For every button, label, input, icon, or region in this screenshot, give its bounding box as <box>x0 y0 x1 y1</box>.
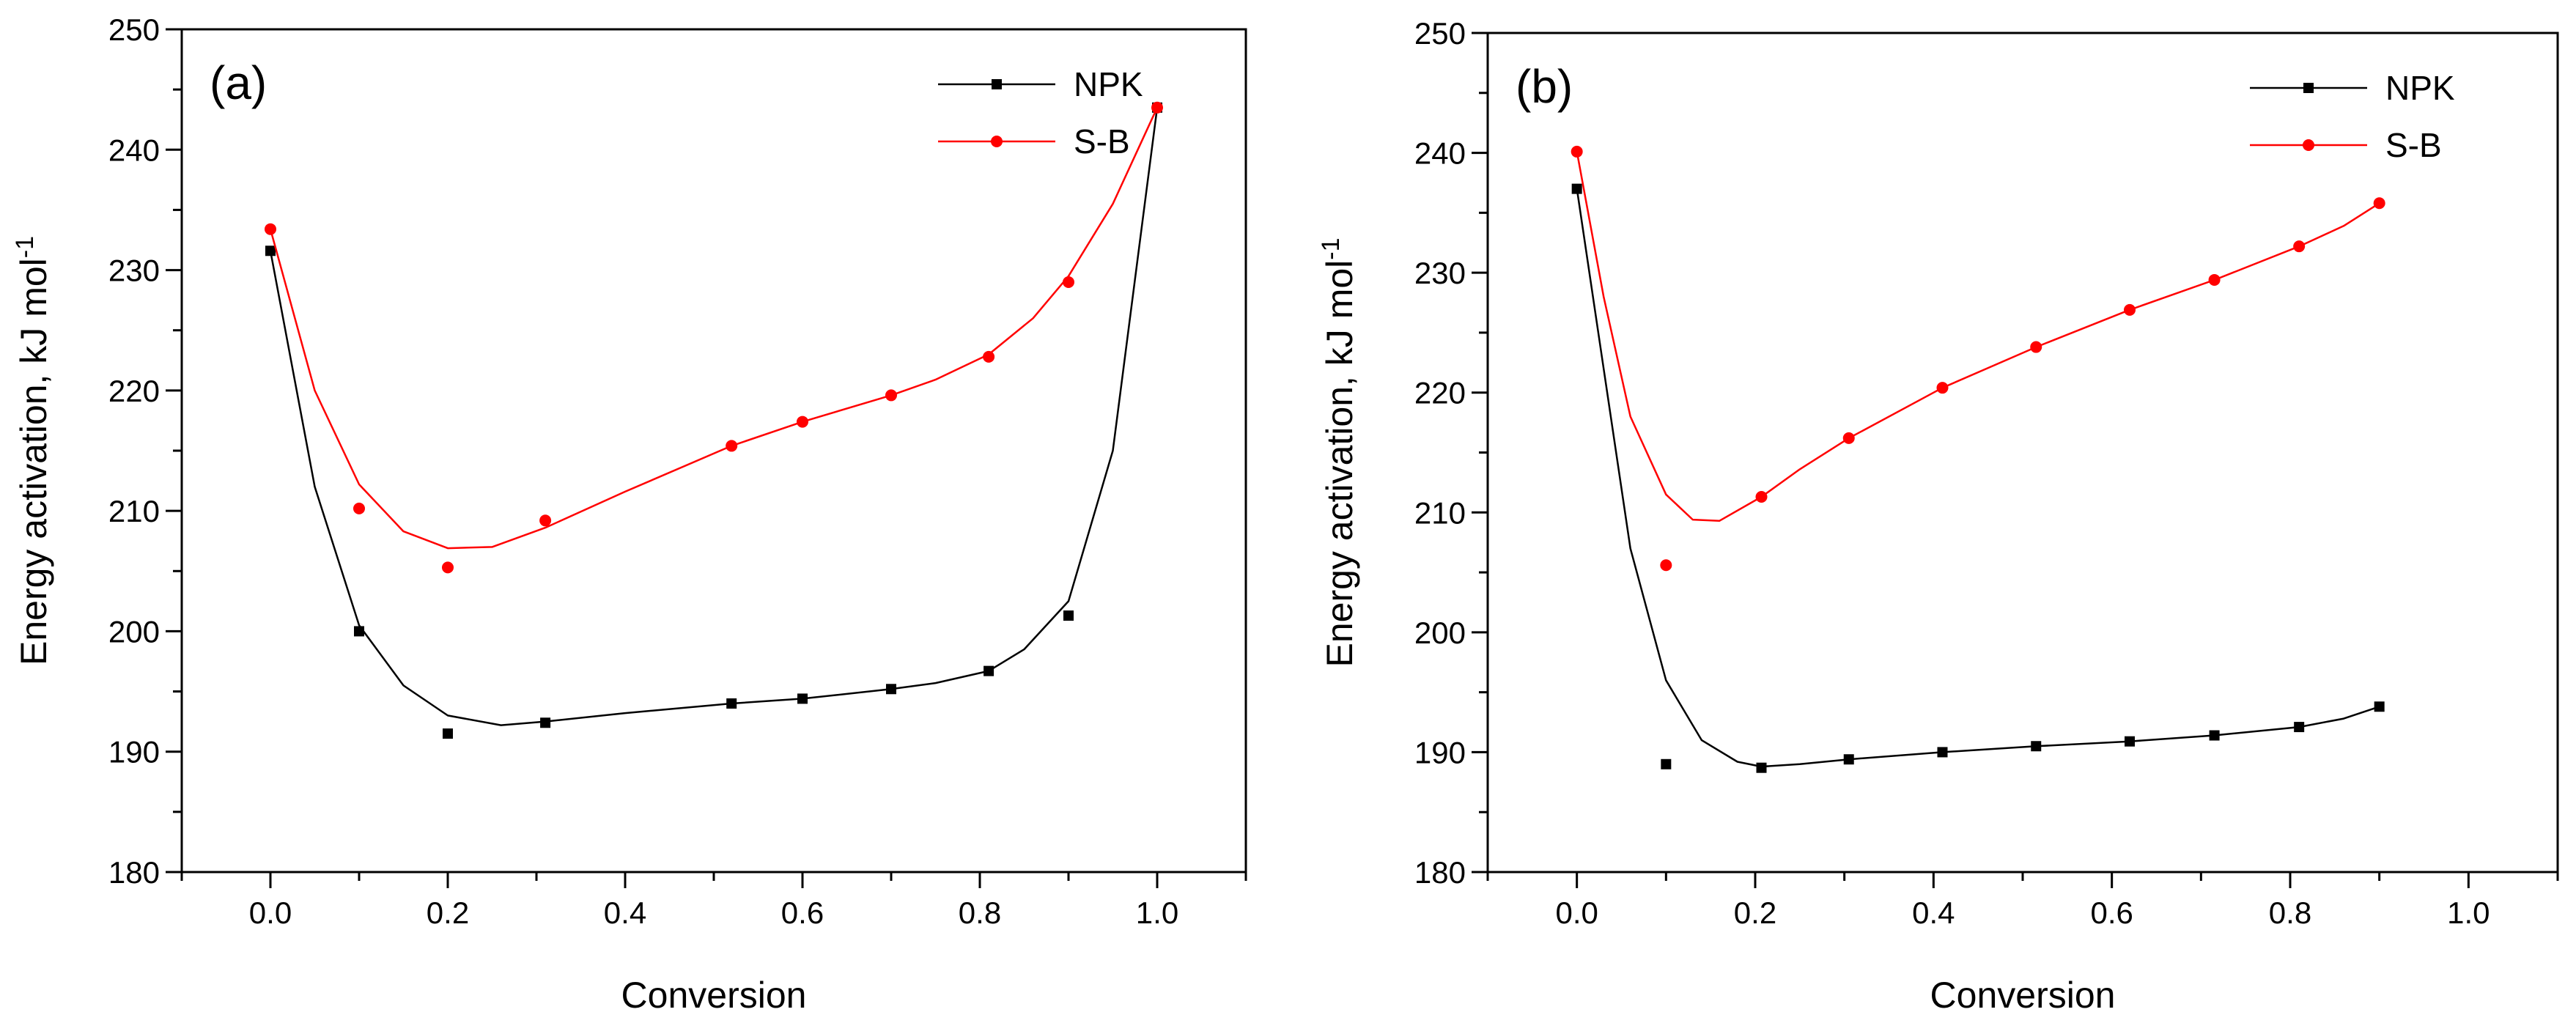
data-point-npk <box>540 717 551 728</box>
data-point-s-b <box>1151 101 1163 114</box>
data-point-npk <box>1063 610 1074 621</box>
legend-label-npk: NPK <box>1074 65 1143 103</box>
panel-label: (a) <box>210 56 267 109</box>
y-tick-label: 230 <box>1414 256 1466 290</box>
y-tick-label: 180 <box>108 855 160 890</box>
data-point-s-b <box>2373 197 2385 210</box>
data-point-s-b <box>2124 303 2136 316</box>
data-point-s-b <box>1842 432 1855 444</box>
y-tick-label: 200 <box>108 614 160 649</box>
series-line-s-b <box>1576 151 2380 522</box>
data-point-npk <box>797 693 808 704</box>
y-tick-label: 240 <box>1414 136 1466 171</box>
series-line-npk <box>1576 188 2380 768</box>
data-point-npk <box>2374 701 2385 712</box>
data-point-npk <box>1661 758 1672 769</box>
x-tick-label: 0.4 <box>1912 895 1955 930</box>
x-tick-label: 0.6 <box>2090 895 2133 930</box>
data-point-npk <box>354 626 364 637</box>
data-point-npk <box>1937 747 1948 758</box>
legend-label-npk: NPK <box>2385 69 2455 107</box>
chart-panel-a: 0.0 0.2 0.4 0.6 0.8 1.0 180 190 200 210 220 230 240 2… <box>11 12 1247 1016</box>
data-point-npk <box>265 245 276 256</box>
x-tick-label: 0.8 <box>959 895 1001 930</box>
data-point-s-b <box>1755 491 1768 503</box>
y-tick-label: 210 <box>1414 495 1466 530</box>
x-axis-title: Conversion <box>1930 975 2116 1016</box>
data-point-s-b <box>885 389 897 402</box>
data-point-npk <box>1756 762 1767 773</box>
data-point-npk <box>886 684 896 695</box>
data-point-npk <box>726 698 737 709</box>
series-line-s-b <box>269 107 1159 550</box>
y-tick-label: 230 <box>108 254 160 288</box>
x-tick-label: 0.0 <box>1555 895 1598 930</box>
panel-label: (b) <box>1516 60 1573 113</box>
x-tick-label: 0.8 <box>2269 895 2311 930</box>
x-tick-label: 0.2 <box>1734 895 1776 930</box>
data-point-s-b <box>353 502 365 514</box>
data-point-s-b <box>442 561 454 574</box>
y-tick-label: 180 <box>1414 855 1466 890</box>
data-point-s-b <box>539 514 552 527</box>
legend-marker-npk <box>2303 83 2314 93</box>
x-tick-label: 1.0 <box>2447 895 2490 930</box>
data-point-npk <box>2294 722 2305 733</box>
legend-marker-s-b <box>2303 139 2314 151</box>
data-point-s-b <box>1571 145 1583 158</box>
y-axis-title-text: Energy activation, kJ mol <box>1319 260 1360 668</box>
x-tick-label: 1.0 <box>1136 895 1178 930</box>
data-point-s-b <box>2293 240 2306 253</box>
data-point-npk <box>2031 741 2042 752</box>
legend-marker-s-b <box>991 136 1003 147</box>
y-axis-title-superscript: -1 <box>11 236 39 258</box>
data-point-s-b <box>1936 382 1949 394</box>
y-axis-title: Energy activation, kJ mol-1 <box>1317 237 1360 667</box>
data-point-s-b <box>1063 276 1074 288</box>
y-tick-label: 210 <box>108 494 160 528</box>
y-axis-title-superscript: -1 <box>1317 237 1345 259</box>
x-tick-label: 0.4 <box>604 895 646 930</box>
y-axis-title-text: Energy activation, kJ mol <box>13 258 54 665</box>
data-point-s-b <box>1660 559 1672 572</box>
data-point-s-b <box>2030 341 2042 353</box>
y-tick-label: 190 <box>108 735 160 769</box>
data-point-npk <box>1843 754 1854 765</box>
y-tick-label: 220 <box>1414 376 1466 410</box>
data-point-s-b <box>2208 273 2221 286</box>
y-tick-label: 240 <box>108 133 160 167</box>
data-point-s-b <box>726 440 738 452</box>
legend-label-s-b: S-B <box>1074 122 1130 160</box>
x-tick-label: 0.6 <box>781 895 824 930</box>
data-point-npk <box>443 728 453 739</box>
x-axis-title: Conversion <box>621 975 807 1016</box>
data-point-npk <box>2209 730 2220 741</box>
y-tick-label: 190 <box>1414 735 1466 769</box>
data-point-s-b <box>797 416 808 428</box>
chart-panel-b: 0.0 0.2 0.4 0.6 0.8 1.0 180 190 200 210 220 230 240 2… <box>1317 16 2559 1016</box>
x-tick-label: 0.0 <box>249 895 292 930</box>
data-point-npk <box>1571 183 1582 194</box>
x-tick-label: 0.2 <box>427 895 469 930</box>
data-point-s-b <box>983 350 995 363</box>
y-axis-title: Energy activation, kJ mol-1 <box>11 236 54 665</box>
y-tick-label: 250 <box>1414 16 1466 51</box>
y-tick-label: 250 <box>108 12 160 47</box>
data-point-npk <box>983 665 994 676</box>
y-tick-label: 220 <box>108 374 160 408</box>
data-point-s-b <box>265 223 276 235</box>
series-line-npk <box>269 107 1159 726</box>
legend-marker-npk <box>992 79 1002 89</box>
y-tick-label: 200 <box>1414 616 1466 650</box>
legend-label-s-b: S-B <box>2385 126 2442 164</box>
data-point-npk <box>2125 736 2135 747</box>
